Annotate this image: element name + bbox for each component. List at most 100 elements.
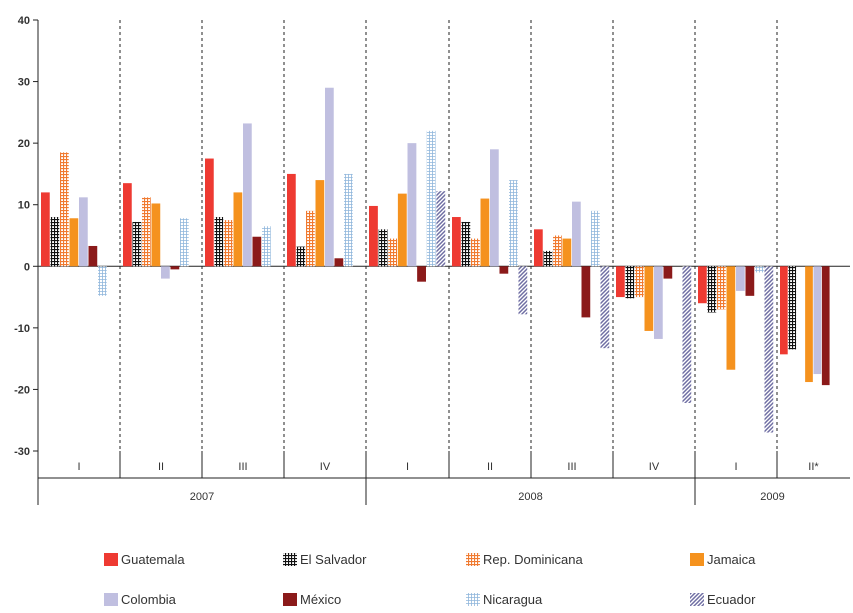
bar-colombia — [325, 87, 334, 267]
bar-guatemala — [287, 173, 296, 267]
bar-mexico — [499, 266, 509, 274]
bar-rep-dominicana — [142, 197, 151, 267]
bar-nicaragua — [755, 266, 764, 273]
bar-guatemala — [616, 266, 625, 298]
bar-mexico — [745, 266, 755, 296]
bar-jamaica — [315, 180, 325, 267]
y-tick-label: 30 — [18, 77, 30, 89]
legend: Guatemala El Salvador Rep. Dominicana Jamai… — [104, 552, 756, 607]
bar-nicaragua — [426, 130, 436, 267]
bar-el-salvador — [50, 217, 60, 267]
bar-colombia — [654, 266, 663, 339]
legend-label-rep-dominicana: Rep. Dominicana — [483, 552, 583, 567]
quarter-label: I — [734, 461, 737, 473]
bar-rep-dominicana — [717, 266, 726, 310]
bar-jamaica — [233, 192, 243, 267]
bar-ecuador — [436, 191, 446, 267]
bar-guatemala — [123, 183, 132, 267]
bar-mexico — [663, 266, 673, 279]
bar-guatemala — [452, 217, 461, 267]
y-tick-label: 10 — [18, 200, 30, 212]
bar-el-salvador — [214, 217, 224, 267]
legend-swatch-colombia — [104, 593, 118, 606]
bar-ecuador — [600, 266, 610, 349]
bar-jamaica — [397, 193, 407, 267]
bar-rep-dominicana — [60, 152, 69, 267]
bar-jamaica — [726, 266, 736, 370]
y-tick-label: -10 — [14, 323, 30, 335]
bar-el-salvador — [132, 221, 142, 267]
bar-rep-dominicana — [553, 235, 562, 267]
legend-label-ecuador: Ecuador — [707, 592, 756, 607]
bar-ecuador — [682, 266, 692, 403]
bar-mexico — [334, 258, 344, 267]
y-tick-label: 40 — [18, 15, 30, 27]
y-tick-label: -20 — [14, 384, 30, 396]
bar-colombia — [161, 266, 170, 279]
legend-label-jamaica: Jamaica — [707, 552, 756, 567]
bar-nicaragua — [509, 180, 518, 267]
bar-mexico — [88, 245, 98, 267]
x-axis-labels: I II III IV I II III IV I II*2007 2008 2009 — [77, 461, 819, 503]
legend-swatch-mexico — [283, 593, 297, 606]
bar-nicaragua — [180, 218, 189, 267]
y-tick-label: -30 — [14, 446, 30, 458]
year-label: 2009 — [760, 491, 784, 503]
bar-el-salvador — [788, 266, 797, 350]
bar-el-salvador — [543, 250, 553, 267]
bar-guatemala — [205, 158, 214, 267]
bar-colombia — [79, 197, 88, 267]
quarter-label: III — [238, 461, 247, 473]
bar-mexico — [170, 266, 180, 270]
legend-label-guatemala: Guatemala — [121, 552, 185, 567]
bar-el-salvador — [707, 266, 717, 313]
quarter-label: III — [567, 461, 576, 473]
bar-colombia — [243, 123, 252, 267]
bar-mexico — [581, 266, 591, 318]
legend-swatch-el-salvador — [283, 553, 297, 566]
bar-jamaica — [644, 266, 654, 331]
quarter-label: I — [77, 461, 80, 473]
legend-label-el-salvador: El Salvador — [300, 552, 367, 567]
legend-swatch-jamaica — [690, 553, 704, 566]
bar-rep-dominicana — [388, 238, 398, 267]
bar-el-salvador — [378, 229, 388, 267]
y-tick-label: 0 — [24, 261, 30, 273]
legend-swatch-ecuador — [690, 593, 704, 606]
bar-jamaica — [805, 266, 813, 383]
bar-nicaragua — [262, 226, 271, 267]
chart-bars — [41, 87, 830, 433]
bar-guatemala — [369, 205, 378, 267]
bar-rep-dominicana — [306, 210, 315, 267]
bar-el-salvador — [296, 246, 306, 267]
bar-mexico — [417, 266, 426, 282]
bar-colombia — [813, 266, 822, 375]
year-label: 2008 — [518, 491, 542, 503]
bar-mexico — [252, 236, 262, 267]
bar-colombia — [490, 149, 499, 267]
bar-rep-dominicana — [635, 266, 644, 298]
quarter-label: II — [158, 461, 164, 473]
bar-colombia — [736, 266, 745, 291]
bar-rep-dominicana — [471, 238, 480, 267]
quarter-label: II* — [808, 461, 819, 473]
quarter-label: I — [406, 461, 409, 473]
legend-label-nicaragua: Nicaragua — [483, 592, 543, 607]
bar-mexico — [821, 266, 830, 386]
bar-guatemala — [41, 192, 50, 267]
bar-el-salvador — [625, 266, 635, 299]
bar-nicaragua — [591, 210, 600, 267]
bar-nicaragua — [98, 266, 107, 296]
y-tick-label: 20 — [18, 138, 30, 150]
bar-rep-dominicana — [224, 220, 233, 267]
bar-guatemala — [534, 229, 543, 267]
bar-jamaica — [151, 203, 161, 267]
bar-colombia — [572, 201, 581, 267]
bar-jamaica — [480, 198, 490, 267]
legend-swatch-guatemala — [104, 553, 118, 566]
legend-swatch-rep-dominicana — [466, 553, 480, 566]
quarter-label: IV — [649, 461, 660, 473]
legend-label-mexico: México — [300, 592, 341, 607]
year-label: 2007 — [190, 491, 214, 503]
